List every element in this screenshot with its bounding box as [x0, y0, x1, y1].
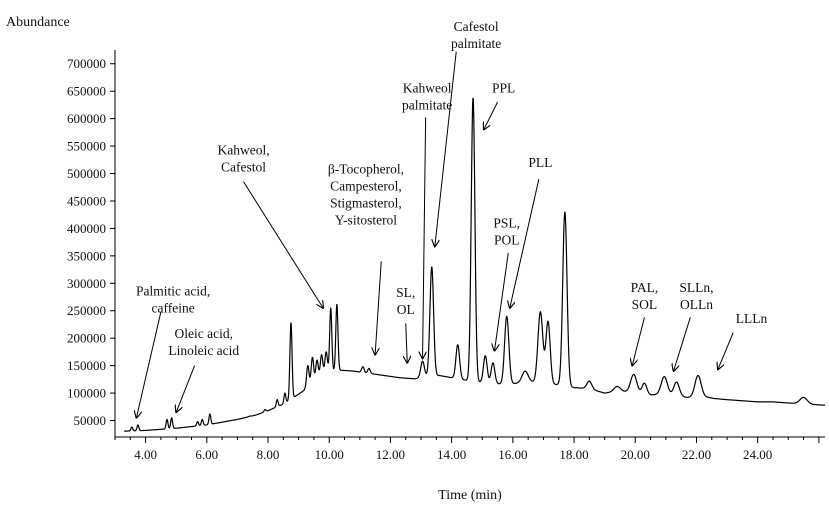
- annotation-arrow: [176, 365, 196, 413]
- x-tick-label: 6.00: [195, 447, 218, 462]
- x-tick-label: 20.00: [621, 447, 650, 462]
- annotation-label: Cafestol: [454, 19, 499, 34]
- annotation-label: Stigmasterol,: [330, 196, 402, 211]
- y-tick-label: 250000: [67, 303, 106, 318]
- y-tick-label: 450000: [67, 193, 106, 208]
- y-tick-label: 600000: [67, 111, 106, 126]
- annotation-label: LLLn: [736, 311, 768, 326]
- annotation-label: Cafestol: [221, 159, 266, 174]
- annotation-label: Palmitic acid,: [136, 283, 210, 298]
- x-axis-title: Time (min): [438, 488, 502, 503]
- annotation-label: palmitate: [402, 97, 452, 112]
- y-tick-label: 700000: [67, 56, 106, 71]
- y-tick-label: 50000: [74, 413, 107, 428]
- y-tick-label: 200000: [67, 331, 106, 346]
- annotation-label: Campesterol,: [330, 179, 402, 194]
- annotation: PAL, SOL: [631, 280, 659, 366]
- x-tick-label: 16.00: [498, 447, 527, 462]
- x-tick-label: 14.00: [437, 447, 466, 462]
- annotation-label: SOL: [632, 297, 658, 312]
- annotation-label: POL: [494, 232, 520, 247]
- annotation-label: SLLn,: [679, 280, 713, 295]
- annotation-arrow: [435, 51, 457, 247]
- x-tick-label: 24.00: [743, 447, 772, 462]
- annotation: Cafestol palmitate: [435, 19, 501, 247]
- annotation: Oleic acid, Linoleic acid: [168, 326, 239, 412]
- x-tick-label: 4.00: [134, 447, 157, 462]
- annotation-label: PPL: [492, 80, 515, 95]
- annotation: Kahweol palmitate: [402, 80, 452, 358]
- annotation-arrow: [423, 117, 426, 359]
- annotation-arrow: [674, 317, 691, 371]
- annotation-label: Y-sitosterol: [335, 213, 397, 228]
- y-tick-label: 650000: [67, 84, 106, 99]
- x-tick-label: 18.00: [559, 447, 588, 462]
- annotation-label: palmitate: [451, 36, 501, 51]
- annotation: PLL: [510, 155, 552, 308]
- annotation: β-Tocopherol, Campesterol, Stigmasterol, Y-…: [328, 162, 404, 355]
- y-tick-label: 500000: [67, 166, 106, 181]
- annotation: Kahweol, Cafestol: [217, 142, 323, 308]
- annotation-label: β-Tocopherol,: [328, 162, 404, 177]
- annotation-label: PLL: [528, 155, 552, 170]
- y-tick-label: 350000: [67, 248, 106, 263]
- annotation-label: PAL,: [631, 280, 659, 295]
- y-tick-label: 300000: [67, 276, 106, 291]
- annotation: Palmitic acid, caffeine: [136, 283, 210, 417]
- x-axis-ticks: 4.00 6.00 8.00 10.00 12.00 14.00 16.00 18.00 20.…: [114, 437, 820, 462]
- x-tick-label: 8.00: [257, 447, 280, 462]
- annotation: LLLn: [718, 311, 768, 370]
- y-axis-title: Abundance: [6, 15, 70, 30]
- annotation-arrow: [510, 178, 540, 308]
- annotation: SLLn, OLLn: [674, 280, 714, 371]
- annotation-label: SL,: [396, 285, 415, 300]
- peak-annotations: Palmitic acid, caffeine Oleic acid, Linolei…: [136, 19, 768, 418]
- annotation-label: Linoleic acid: [168, 343, 239, 358]
- annotation: PSL, POL: [493, 215, 520, 351]
- x-tick-label: 12.00: [376, 447, 405, 462]
- y-tick-label: 100000: [67, 386, 106, 401]
- annotation: PPL: [484, 80, 515, 129]
- annotation-label: Kahweol,: [217, 142, 269, 157]
- y-tick-label: 550000: [67, 139, 106, 154]
- annotation-label: PSL,: [493, 215, 520, 230]
- annotation-arrow: [632, 317, 645, 365]
- annotation-label: Kahweol: [403, 80, 452, 95]
- annotation-label: OLLn: [680, 297, 713, 312]
- annotation-arrow: [718, 332, 734, 370]
- annotation-label: Oleic acid,: [175, 326, 233, 341]
- y-tick-label: 400000: [67, 221, 106, 236]
- annotation: SL, OL: [396, 285, 415, 363]
- chromatogram-trace: [123, 97, 826, 432]
- annotation-arrow: [136, 311, 162, 418]
- annotation-arrow: [406, 323, 408, 363]
- annotation-arrow: [494, 253, 509, 351]
- annotation-label: OL: [397, 302, 415, 317]
- annotation-arrow: [375, 261, 382, 354]
- x-tick-label: 22.00: [682, 447, 711, 462]
- y-axis-ticks: 50000 100000 150000 200000 250000 300000 35000…: [67, 56, 115, 428]
- y-tick-label: 150000: [67, 358, 106, 373]
- annotation-arrow: [243, 181, 324, 308]
- x-tick-label: 10.00: [315, 447, 344, 462]
- annotation-arrow: [484, 101, 498, 129]
- annotation-label: caffeine: [152, 300, 195, 315]
